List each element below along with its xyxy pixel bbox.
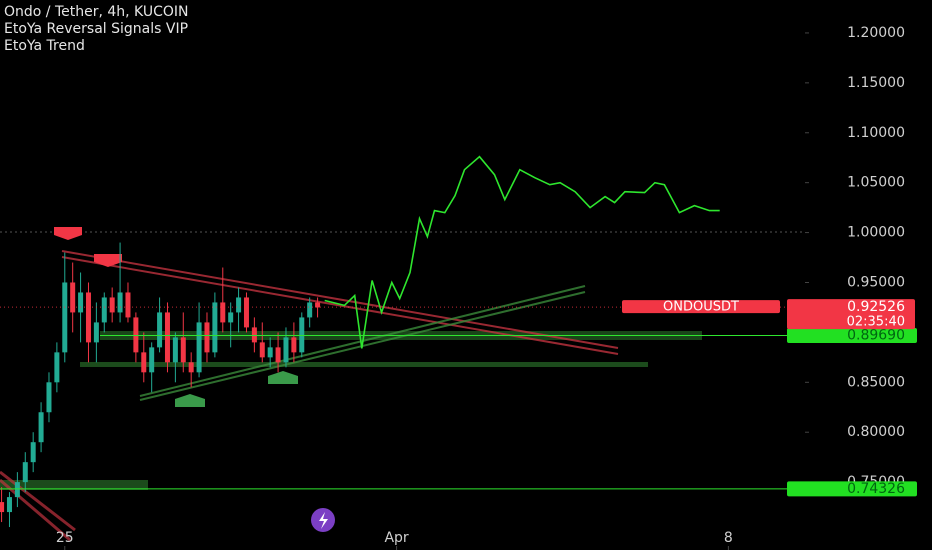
- trend-line: [61, 256, 619, 355]
- candle-body: [243, 297, 249, 328]
- indicator-label: EtoYa Trend: [4, 38, 85, 54]
- y-tick-label: 1.00000: [847, 225, 905, 241]
- y-tick-label: 1.15000: [847, 75, 905, 91]
- candle-body: [117, 292, 123, 313]
- support-zone: [80, 362, 648, 367]
- candle-body: [0, 502, 5, 513]
- candle-body: [38, 412, 44, 443]
- candle-body: [164, 312, 170, 363]
- last-price-box: [787, 299, 915, 330]
- price-label: 0.89690: [847, 327, 905, 343]
- candle-body: [251, 327, 257, 343]
- candle-body: [267, 347, 273, 358]
- buy-signal: [268, 371, 298, 384]
- symbol-box: [622, 300, 780, 314]
- y-tick-label: 1.05000: [847, 175, 905, 191]
- sell-signal: [94, 254, 122, 267]
- candle-body: [196, 322, 202, 373]
- y-tick-label: 1.20000: [847, 25, 905, 41]
- candle-body: [157, 312, 163, 348]
- candle-body: [307, 302, 313, 318]
- candle-body: [149, 347, 155, 373]
- candle-body: [172, 337, 178, 363]
- candle-body: [78, 292, 84, 313]
- price-label: 0.74326: [847, 481, 905, 497]
- x-tick-label: Apr: [384, 530, 408, 546]
- buy-signal: [175, 394, 205, 407]
- support-zone: [0, 480, 148, 490]
- candle-body: [133, 317, 139, 353]
- candle-body: [204, 322, 210, 353]
- candle-body: [125, 292, 131, 318]
- candle-body: [85, 292, 91, 343]
- candle-body: [299, 317, 305, 353]
- candle-body: [70, 282, 76, 313]
- symbol-label: ONDOUSDT: [663, 300, 739, 315]
- chart-title: Ondo / Tether, 4h, KUCOIN: [4, 4, 189, 20]
- y-tick-label: 1.10000: [847, 125, 905, 141]
- candle-body: [188, 362, 194, 373]
- candle-body: [220, 302, 226, 323]
- price-label-box: [787, 481, 917, 497]
- candle-body: [46, 382, 52, 413]
- candle-body: [236, 297, 242, 313]
- candle-body: [141, 352, 147, 373]
- candle-body: [62, 282, 68, 353]
- price-label-box: [787, 327, 917, 343]
- candle-body: [180, 337, 186, 363]
- trend-line: [0, 478, 71, 542]
- trend-line: [61, 250, 619, 349]
- x-tick-label: 8: [724, 530, 733, 546]
- y-tick-label: 0.80000: [847, 424, 905, 440]
- indicator-label: EtoYa Reversal Signals VIP: [4, 21, 188, 37]
- candle-body: [6, 497, 12, 513]
- candle-body: [283, 337, 289, 363]
- candle-body: [101, 297, 107, 323]
- candle-body: [228, 312, 234, 323]
- candle-body: [275, 347, 281, 363]
- sell-signal: [54, 227, 82, 240]
- candle-body: [30, 442, 36, 463]
- candle-body: [14, 482, 20, 498]
- countdown: 02:35:40: [847, 315, 905, 330]
- projection-line: [324, 155, 720, 349]
- logo-bolt: [319, 512, 328, 529]
- candle-body: [54, 352, 60, 383]
- candle-body: [93, 322, 99, 343]
- y-tick-label: 0.85000: [847, 374, 905, 390]
- candle-body: [259, 342, 265, 358]
- candle-body: [315, 302, 321, 308]
- x-tick-label: 25: [56, 530, 74, 546]
- last-price-label: 0.92526: [847, 299, 905, 315]
- candle-body: [22, 462, 28, 483]
- trend-line: [0, 470, 76, 532]
- candle-body: [212, 302, 218, 353]
- candle-body: [109, 297, 115, 313]
- candle-body: [291, 337, 297, 353]
- y-tick-label: 0.95000: [847, 274, 905, 290]
- drawings: [0, 227, 805, 542]
